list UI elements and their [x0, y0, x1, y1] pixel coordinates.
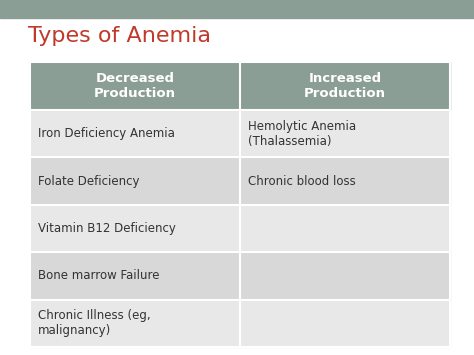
Bar	[30, 110, 240, 157]
Bar	[30, 157, 240, 205]
Bar	[0, 0, 474, 18]
Bar	[30, 62, 240, 110]
Bar	[240, 62, 450, 110]
Text: Hemolytic Anemia
(Thalassemia): Hemolytic Anemia (Thalassemia)	[248, 120, 356, 148]
Bar	[30, 252, 240, 300]
Text: Types of Anemia: Types of Anemia	[28, 26, 211, 46]
Bar	[240, 252, 450, 300]
Bar	[240, 300, 450, 347]
Bar	[30, 300, 240, 347]
Text: Bone marrow Failure: Bone marrow Failure	[38, 269, 159, 282]
Bar	[30, 205, 240, 252]
Text: Increased
Production: Increased Production	[304, 72, 386, 100]
Text: Chronic blood loss: Chronic blood loss	[248, 175, 356, 187]
Text: Iron Deficiency Anemia: Iron Deficiency Anemia	[38, 127, 175, 140]
Text: Folate Deficiency: Folate Deficiency	[38, 175, 139, 187]
Text: Chronic Illness (eg,
malignancy): Chronic Illness (eg, malignancy)	[38, 309, 151, 337]
Text: Decreased
Production: Decreased Production	[94, 72, 176, 100]
Bar	[240, 110, 450, 157]
Text: Vitamin B12 Deficiency: Vitamin B12 Deficiency	[38, 222, 176, 235]
Bar	[240, 157, 450, 205]
Bar	[240, 205, 450, 252]
